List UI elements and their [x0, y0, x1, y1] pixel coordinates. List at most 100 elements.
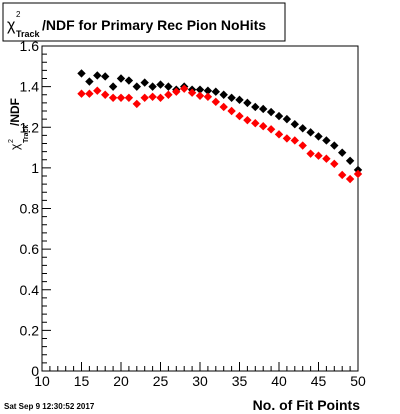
series-2-point	[108, 93, 118, 102]
series-2-point	[298, 141, 307, 150]
series-1-point	[195, 85, 205, 94]
series-2-point	[259, 122, 268, 131]
series-1-point	[93, 71, 102, 80]
timestamp-footer: Sat Sep 9 12:30:52 2017	[4, 402, 95, 411]
series-1-point	[243, 98, 252, 108]
y-tick-label: 0.6	[20, 241, 40, 257]
series-1-point	[227, 93, 236, 102]
series-1-point	[235, 95, 244, 105]
series-2-point	[251, 118, 260, 128]
series-2-point	[148, 92, 157, 101]
series-2-point	[187, 88, 197, 97]
series-2-point	[235, 111, 244, 121]
series-1-point	[274, 111, 284, 121]
series-1-point	[251, 102, 260, 112]
x-axis-label: No. of Fit Points	[253, 397, 361, 413]
series-1-point	[290, 120, 299, 129]
y-axis: 0 0.2 0.4 0.6 0.8 1 1.2 1.4 1.6	[20, 38, 51, 379]
series-1-point	[116, 74, 126, 83]
x-tick-label: 10	[34, 373, 50, 389]
series-1-point	[314, 132, 323, 141]
y-tick-label: 0.4	[20, 282, 40, 298]
chart-title: χ 2 Track /NDF for Primary Rec Pion NoHi…	[2, 2, 286, 42]
series-1-point	[266, 107, 276, 117]
series-1-point	[211, 87, 220, 96]
series-2-point	[156, 93, 165, 102]
y-tick-label: 1.4	[20, 79, 40, 95]
series-1-point	[132, 82, 141, 91]
series-1-point	[140, 78, 149, 87]
series-2-point	[306, 149, 315, 158]
x-tick-label: 40	[271, 373, 287, 389]
series-1-point	[338, 148, 347, 157]
series-2-point	[164, 90, 173, 99]
series-2-point	[77, 89, 86, 98]
x-tick-label: 50	[350, 373, 366, 389]
series-2-point	[290, 136, 299, 145]
x-tick-label: 20	[113, 373, 129, 389]
ylabel-text: /NDF	[8, 98, 22, 126]
series-2-point	[266, 125, 276, 134]
series-2-point	[353, 169, 363, 179]
ylabel-subscript: Track	[23, 125, 30, 143]
series-2-point	[314, 151, 323, 160]
series-1-point	[282, 114, 292, 124]
title-chi: χ	[7, 17, 16, 34]
series-1-point	[203, 86, 213, 95]
y-tick-label: 0.8	[20, 201, 40, 217]
x-tick-label: 25	[153, 373, 169, 389]
y-tick-label: 0	[31, 363, 39, 379]
series-2	[77, 84, 363, 184]
x-axis: 10 15 20 25 30 35 40 45 50	[34, 362, 366, 389]
y-tick-label: 0.2	[20, 322, 40, 338]
series-1-point	[85, 77, 94, 86]
series-1-point	[156, 80, 165, 89]
y-tick-label: 1.2	[20, 119, 40, 135]
series-2-point	[219, 102, 228, 112]
series-1-point	[101, 72, 110, 81]
series-2-point	[330, 159, 339, 169]
series-2-point	[227, 106, 236, 116]
x-tick-label: 30	[192, 373, 208, 389]
x-tick-label: 35	[232, 373, 248, 389]
series-2-point	[172, 87, 181, 96]
series-1-point	[164, 82, 173, 91]
series-2-point	[124, 93, 134, 102]
x-tick-label: 45	[311, 373, 327, 389]
ylabel-chi: χ	[8, 143, 22, 150]
series-1-point	[259, 104, 268, 114]
series-2-point	[243, 115, 252, 125]
series-2-point	[338, 170, 347, 180]
series-1-point	[124, 76, 134, 85]
series-1-point	[77, 69, 86, 78]
series-2-point	[195, 91, 205, 100]
series-2-point	[322, 154, 331, 163]
ylabel-superscript: 2	[8, 139, 15, 143]
series-2-point	[203, 92, 213, 101]
series-1-point	[345, 156, 355, 165]
series-2-point	[274, 130, 284, 139]
series-2-point	[116, 93, 126, 102]
series-1-point	[298, 124, 307, 133]
series-1-point	[148, 82, 157, 91]
series-2-point	[101, 90, 110, 99]
y-tick-label: 1	[31, 160, 39, 176]
title-box	[2, 2, 286, 42]
series-2-point	[211, 97, 220, 107]
series-1-point	[219, 90, 228, 99]
series-2-point	[85, 89, 94, 98]
series-1-point	[306, 128, 315, 137]
series-2-point	[345, 174, 355, 184]
series-1-point	[330, 141, 339, 150]
series-1-point	[108, 82, 118, 91]
series-1	[77, 69, 363, 175]
title-text: /NDF for Primary Rec Pion NoHits	[42, 17, 266, 33]
series-2-point	[132, 99, 141, 109]
series-2-point	[93, 86, 102, 95]
series-2-point	[180, 84, 189, 93]
y-axis-label: χ 2 Track /NDF	[8, 98, 30, 150]
series-1-point	[322, 136, 331, 145]
x-tick-label: 15	[74, 373, 90, 389]
